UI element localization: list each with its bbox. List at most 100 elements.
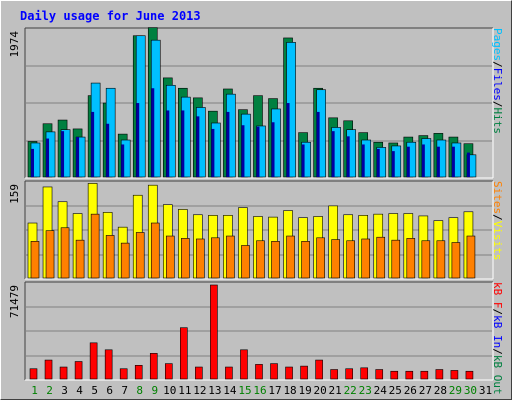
xtick-day-12: 12 <box>193 384 206 397</box>
bar-kbytes-day-10 <box>164 363 173 380</box>
bar-kbytes-day-25 <box>390 370 399 380</box>
xtick-day-20: 20 <box>314 384 327 397</box>
bar-files-day-14 <box>226 111 230 177</box>
bar-files-day-17 <box>271 122 275 177</box>
bar-files-day-12 <box>196 116 200 177</box>
legend-part: / <box>491 214 504 221</box>
xtick-day-4: 4 <box>76 384 83 397</box>
bar-files-day-4 <box>76 137 80 177</box>
panel3-legend: kB F/kB In/kB Out <box>491 282 504 395</box>
bar-sites-day-5 <box>90 213 100 279</box>
bar-sites-day-19 <box>301 241 310 279</box>
bar-files-day-27 <box>421 144 425 177</box>
xtick-day-9: 9 <box>151 384 158 397</box>
bar-kbytes-day-3 <box>59 366 68 380</box>
bar-kbytes-day-9 <box>149 353 158 380</box>
bar-sites-day-16 <box>256 240 265 279</box>
bar-sites-day-29 <box>451 242 461 279</box>
xtick-day-24: 24 <box>374 384 388 397</box>
xtick-day-27: 27 <box>419 384 432 397</box>
bar-kbytes-day-21 <box>330 369 338 380</box>
bar-sites-day-25 <box>391 239 401 279</box>
xtick-day-22: 22 <box>344 384 357 397</box>
bar-kbytes-day-24 <box>375 369 384 380</box>
legend-part: / <box>491 61 504 68</box>
legend-part: kB F <box>491 282 504 309</box>
bar-kbytes-day-29 <box>450 370 459 380</box>
bar-sites-day-20 <box>316 237 325 279</box>
bar-kbytes-day-30 <box>465 370 474 380</box>
bar-files-day-28 <box>436 146 440 177</box>
bar-kbytes-day-6 <box>104 349 113 380</box>
xtick-day-29: 29 <box>449 384 462 397</box>
xtick-day-17: 17 <box>268 384 281 397</box>
bar-sites-day-26 <box>406 238 416 279</box>
bar-sites-day-28 <box>436 240 446 279</box>
legend-part: Visits <box>491 220 504 261</box>
xtick-day-16: 16 <box>253 384 266 397</box>
xtick-day-3: 3 <box>61 384 68 397</box>
bar-kbytes-day-27 <box>420 370 429 380</box>
bar-sites-day-2 <box>45 230 55 279</box>
bar-kbytes-day-13 <box>210 284 218 380</box>
bar-sites-day-7 <box>120 242 130 279</box>
legend-part: Hits <box>491 107 504 135</box>
chart-title: Daily usage for June 2013 <box>20 9 201 23</box>
bar-sites-day-11 <box>181 238 190 279</box>
bar-files-day-19 <box>301 144 305 177</box>
bar-sites-day-24 <box>376 236 386 279</box>
bar-kbytes-day-15 <box>240 349 248 380</box>
xtick-day-11: 11 <box>178 384 191 397</box>
xtick-day-1: 1 <box>31 384 38 397</box>
bar-kbytes-day-16 <box>255 364 263 380</box>
bar-files-day-10 <box>166 110 170 177</box>
bar-files-day-26 <box>406 146 410 177</box>
bar-files-day-29 <box>451 146 455 177</box>
bar-kbytes-day-22 <box>345 368 353 380</box>
xtick-day-7: 7 <box>121 384 128 397</box>
bar-sites-day-6 <box>105 235 115 279</box>
bar-files-day-9 <box>151 88 155 177</box>
bar-sites-day-13 <box>211 237 220 279</box>
bar-files-day-25 <box>391 151 395 177</box>
bar-kbytes-day-8 <box>134 365 143 380</box>
bar-files-day-22 <box>346 136 350 177</box>
bar-sites-day-3 <box>60 227 70 279</box>
bar-kbytes-day-1 <box>29 368 38 380</box>
legend-part: kB Out <box>491 354 504 395</box>
ytick-kbytes: 71479 <box>8 285 21 318</box>
bar-sites-day-15 <box>241 245 250 279</box>
xtick-day-23: 23 <box>359 384 372 397</box>
bar-kbytes-day-18 <box>285 366 293 380</box>
xtick-day-28: 28 <box>434 384 447 397</box>
bar-kbytes-day-2 <box>44 359 53 380</box>
bar-files-day-30 <box>466 152 470 177</box>
xtick-day-26: 26 <box>404 384 417 397</box>
bar-kbytes-day-19 <box>300 365 308 380</box>
xtick-day-31: 31 <box>479 384 492 397</box>
xtick-day-5: 5 <box>91 384 98 397</box>
legend-part: / <box>491 100 504 108</box>
xtick-day-2: 2 <box>46 384 53 397</box>
bar-sites-day-4 <box>75 239 85 279</box>
xtick-day-14: 14 <box>223 384 237 397</box>
xtick-day-18: 18 <box>283 384 296 397</box>
legend-part: kB In <box>491 315 504 349</box>
bar-files-day-6 <box>106 123 110 177</box>
panel1-legend: Pages/Files/Hits <box>491 28 504 134</box>
xtick-day-8: 8 <box>136 384 143 397</box>
xtick-day-13: 13 <box>208 384 221 397</box>
bar-sites-day-21 <box>331 239 340 279</box>
xtick-day-10: 10 <box>163 384 176 397</box>
legend-part: / <box>491 348 504 355</box>
panel2-legend: Sites/Visits <box>491 181 504 261</box>
bar-kbytes-day-14 <box>225 366 233 380</box>
bar-sites-day-14 <box>226 235 235 279</box>
bar-files-day-21 <box>331 131 335 177</box>
ytick-visits-sites: 159 <box>8 184 21 204</box>
xtick-day-30: 30 <box>464 384 477 397</box>
bar-files-day-24 <box>376 148 380 177</box>
bar-sites-day-9 <box>150 222 160 279</box>
